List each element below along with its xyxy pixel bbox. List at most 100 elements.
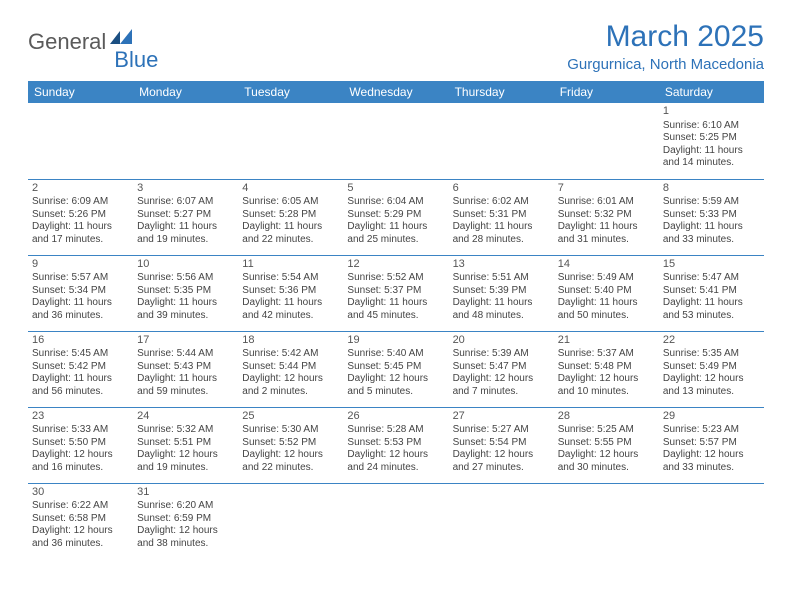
sunset-text: Sunset: 5:51 PM [137, 437, 234, 450]
sunrise-text: Sunrise: 5:27 AM [453, 424, 550, 437]
daylight-text: Daylight: 11 hours [137, 297, 234, 310]
daylight-text: and 56 minutes. [32, 386, 129, 399]
day-number: 29 [663, 410, 760, 424]
daylight-text: and 33 minutes. [663, 462, 760, 475]
sunrise-text: Sunrise: 6:02 AM [453, 196, 550, 209]
daylight-text: Daylight: 12 hours [663, 449, 760, 462]
daylight-text: and 36 minutes. [32, 538, 129, 551]
daylight-text: Daylight: 11 hours [347, 297, 444, 310]
day-number: 3 [137, 182, 234, 196]
daylight-text: Daylight: 11 hours [347, 221, 444, 234]
daylight-text: Daylight: 12 hours [137, 525, 234, 538]
daylight-text: and 45 minutes. [347, 310, 444, 323]
sunrise-text: Sunrise: 5:30 AM [242, 424, 339, 437]
sunset-text: Sunset: 5:31 PM [453, 209, 550, 222]
sunset-text: Sunset: 5:26 PM [32, 209, 129, 222]
sunset-text: Sunset: 5:37 PM [347, 285, 444, 298]
sunset-text: Sunset: 5:40 PM [558, 285, 655, 298]
calendar-cell-empty [343, 103, 448, 179]
sunrise-text: Sunrise: 5:51 AM [453, 272, 550, 285]
day-number: 24 [137, 410, 234, 424]
sunrise-text: Sunrise: 5:42 AM [242, 348, 339, 361]
daylight-text: and 13 minutes. [663, 386, 760, 399]
day-number: 7 [558, 182, 655, 196]
day-number: 18 [242, 334, 339, 348]
sunset-text: Sunset: 5:43 PM [137, 361, 234, 374]
sunset-text: Sunset: 5:57 PM [663, 437, 760, 450]
daylight-text: and 50 minutes. [558, 310, 655, 323]
sunrise-text: Sunrise: 5:54 AM [242, 272, 339, 285]
calendar-cell: 5Sunrise: 6:04 AMSunset: 5:29 PMDaylight… [343, 179, 448, 255]
sunset-text: Sunset: 5:48 PM [558, 361, 655, 374]
sunrise-text: Sunrise: 5:37 AM [558, 348, 655, 361]
header: General Blue March 2025 Gurgurnica, Nort… [28, 20, 764, 73]
daylight-text: and 48 minutes. [453, 310, 550, 323]
sunset-text: Sunset: 5:27 PM [137, 209, 234, 222]
day-number: 1 [663, 105, 760, 119]
calendar-cell: 3Sunrise: 6:07 AMSunset: 5:27 PMDaylight… [133, 179, 238, 255]
sunrise-text: Sunrise: 6:10 AM [663, 120, 760, 133]
day-number: 28 [558, 410, 655, 424]
daylight-text: Daylight: 11 hours [242, 297, 339, 310]
day-number: 23 [32, 410, 129, 424]
sunrise-text: Sunrise: 5:56 AM [137, 272, 234, 285]
calendar-cell-empty [449, 483, 554, 559]
sunrise-text: Sunrise: 5:52 AM [347, 272, 444, 285]
calendar-cell: 26Sunrise: 5:28 AMSunset: 5:53 PMDayligh… [343, 407, 448, 483]
daylight-text: Daylight: 11 hours [663, 221, 760, 234]
daylight-text: Daylight: 11 hours [453, 221, 550, 234]
sunrise-text: Sunrise: 5:40 AM [347, 348, 444, 361]
calendar-row: 9Sunrise: 5:57 AMSunset: 5:34 PMDaylight… [28, 255, 764, 331]
daylight-text: Daylight: 12 hours [347, 373, 444, 386]
daylight-text: and 31 minutes. [558, 234, 655, 247]
sunrise-text: Sunrise: 5:45 AM [32, 348, 129, 361]
calendar-cell-empty [133, 103, 238, 179]
day-of-week-header: Wednesday [343, 81, 448, 103]
sunset-text: Sunset: 5:32 PM [558, 209, 655, 222]
calendar-cell: 6Sunrise: 6:02 AMSunset: 5:31 PMDaylight… [449, 179, 554, 255]
calendar-cell: 30Sunrise: 6:22 AMSunset: 6:58 PMDayligh… [28, 483, 133, 559]
calendar-cell: 28Sunrise: 5:25 AMSunset: 5:55 PMDayligh… [554, 407, 659, 483]
day-number: 14 [558, 258, 655, 272]
daylight-text: Daylight: 11 hours [242, 221, 339, 234]
daylight-text: Daylight: 11 hours [558, 221, 655, 234]
daylight-text: and 2 minutes. [242, 386, 339, 399]
calendar-cell: 31Sunrise: 6:20 AMSunset: 6:59 PMDayligh… [133, 483, 238, 559]
daylight-text: Daylight: 12 hours [558, 373, 655, 386]
calendar-cell: 25Sunrise: 5:30 AMSunset: 5:52 PMDayligh… [238, 407, 343, 483]
day-number: 4 [242, 182, 339, 196]
sunrise-text: Sunrise: 5:28 AM [347, 424, 444, 437]
daylight-text: Daylight: 12 hours [347, 449, 444, 462]
daylight-text: Daylight: 11 hours [663, 297, 760, 310]
calendar-cell: 27Sunrise: 5:27 AMSunset: 5:54 PMDayligh… [449, 407, 554, 483]
calendar-cell: 13Sunrise: 5:51 AMSunset: 5:39 PMDayligh… [449, 255, 554, 331]
day-number: 10 [137, 258, 234, 272]
daylight-text: Daylight: 11 hours [32, 221, 129, 234]
sunset-text: Sunset: 5:44 PM [242, 361, 339, 374]
daylight-text: and 19 minutes. [137, 234, 234, 247]
sunrise-text: Sunrise: 6:01 AM [558, 196, 655, 209]
sunset-text: Sunset: 6:58 PM [32, 513, 129, 526]
sunrise-text: Sunrise: 5:47 AM [663, 272, 760, 285]
sunrise-text: Sunrise: 5:39 AM [453, 348, 550, 361]
calendar-cell: 11Sunrise: 5:54 AMSunset: 5:36 PMDayligh… [238, 255, 343, 331]
daylight-text: and 33 minutes. [663, 234, 760, 247]
daylight-text: Daylight: 12 hours [137, 449, 234, 462]
sunrise-text: Sunrise: 5:49 AM [558, 272, 655, 285]
sunset-text: Sunset: 5:39 PM [453, 285, 550, 298]
logo-text-blue: Blue [114, 47, 158, 73]
daylight-text: Daylight: 11 hours [558, 297, 655, 310]
day-number: 15 [663, 258, 760, 272]
daylight-text: and 22 minutes. [242, 462, 339, 475]
day-number: 9 [32, 258, 129, 272]
calendar-cell-empty [238, 483, 343, 559]
day-number: 17 [137, 334, 234, 348]
day-of-week-header: Friday [554, 81, 659, 103]
calendar-cell: 18Sunrise: 5:42 AMSunset: 5:44 PMDayligh… [238, 331, 343, 407]
sunset-text: Sunset: 5:55 PM [558, 437, 655, 450]
calendar-head: SundayMondayTuesdayWednesdayThursdayFrid… [28, 81, 764, 103]
calendar-cell: 15Sunrise: 5:47 AMSunset: 5:41 PMDayligh… [659, 255, 764, 331]
day-number: 2 [32, 182, 129, 196]
daylight-text: and 38 minutes. [137, 538, 234, 551]
daylight-text: and 36 minutes. [32, 310, 129, 323]
